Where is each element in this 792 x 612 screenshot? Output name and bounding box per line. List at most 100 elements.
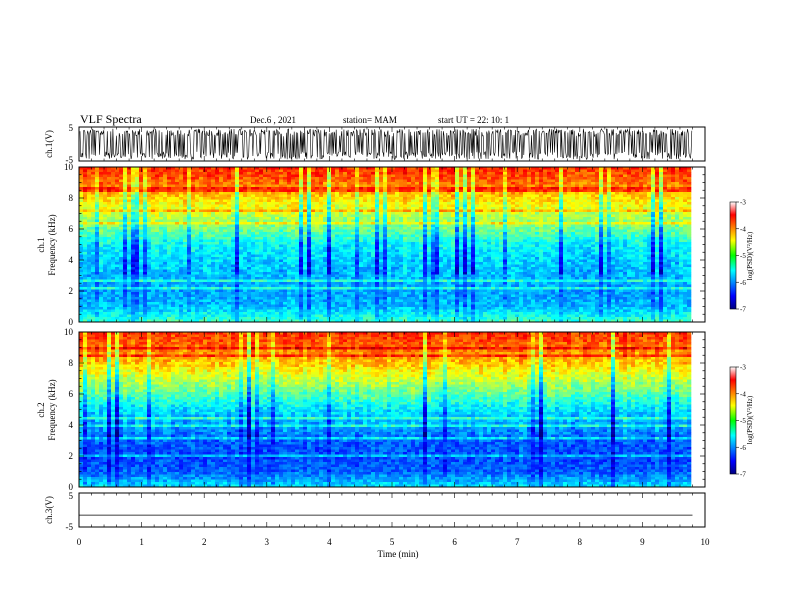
- spectrogram-cell: [551, 202, 556, 205]
- spectrogram-cell: [663, 197, 668, 200]
- spectrogram-cell: [367, 234, 372, 238]
- spectrogram-cell: [187, 182, 192, 185]
- spectrogram-cell: [603, 209, 608, 213]
- spectrogram-cell: [219, 232, 224, 235]
- spectrogram-cell: [427, 207, 432, 210]
- spectrogram-cell: [475, 197, 480, 200]
- spectrogram-cell: [391, 167, 396, 170]
- spectrogram-cell: [603, 212, 608, 215]
- spectrogram-cell: [483, 227, 488, 230]
- spectrogram-cell: [171, 207, 176, 210]
- spectrogram-cell: [611, 204, 616, 208]
- spectrogram-cell: [511, 194, 516, 198]
- spectrogram-cell: [143, 209, 148, 213]
- spectrogram-cell: [83, 207, 88, 210]
- spectrogram-cell: [323, 237, 328, 240]
- spectrogram-cell: [411, 227, 416, 230]
- spectrogram-cell: [239, 242, 244, 245]
- spectrogram-cell: [315, 207, 320, 210]
- spectrogram-cell: [591, 219, 596, 223]
- spectrogram-cell: [347, 219, 352, 223]
- spectrogram-cell: [439, 202, 444, 205]
- spectrogram-cell: [487, 207, 492, 210]
- spectrogram-cell: [623, 174, 628, 178]
- spectrogram-cell: [671, 177, 676, 180]
- spectrogram-cell: [651, 212, 656, 215]
- spectrogram-cell: [675, 237, 680, 240]
- spectrogram-cell: [463, 242, 468, 245]
- spectrogram-cell: [651, 227, 656, 230]
- spectrogram-cell: [431, 204, 436, 208]
- spectrogram-cell: [247, 182, 252, 185]
- spectrogram-cell: [635, 174, 640, 178]
- spectrogram-cell: [627, 222, 632, 225]
- spectrogram-cell: [455, 229, 460, 233]
- spectrogram-cell: [111, 167, 116, 170]
- spectrogram-cell: [515, 194, 520, 198]
- spectrogram-cell: [123, 169, 128, 173]
- spectrogram-cell: [215, 234, 220, 238]
- spectrogram-cell: [659, 204, 664, 208]
- spectrogram-cell: [275, 244, 280, 248]
- spectrogram-cell: [415, 247, 420, 250]
- spectrogram-cell: [211, 199, 216, 203]
- spectrogram-cell: [171, 202, 176, 205]
- spectrogram-cell: [179, 214, 184, 218]
- spectrogram-cell: [211, 244, 216, 248]
- spectrogram-cell: [523, 187, 528, 190]
- spectrogram-cell: [259, 232, 264, 235]
- spectrogram-cell: [107, 197, 112, 200]
- spectrogram-cell: [603, 189, 608, 193]
- spectrogram-cell: [203, 232, 208, 235]
- spectrogram-cell: [559, 212, 564, 215]
- spectrogram-cell: [607, 244, 612, 248]
- spectrogram-cell: [259, 202, 264, 205]
- spectrogram-cell: [599, 202, 604, 205]
- spectrogram-cell: [471, 229, 476, 233]
- spectrogram-cell: [511, 217, 516, 220]
- spectrogram-cell: [543, 244, 548, 248]
- spectrogram-cell: [99, 229, 104, 233]
- spectrogram-cell: [203, 199, 208, 203]
- spectrogram-cell: [407, 209, 412, 213]
- spectrogram-cell: [363, 234, 368, 238]
- spectrogram-cell: [583, 204, 588, 208]
- spectrogram-cell: [559, 189, 564, 193]
- spectrogram-cell: [527, 217, 532, 220]
- spectrogram-cell: [91, 232, 96, 235]
- spectrogram-cell: [271, 197, 276, 200]
- spectrogram-cell: [679, 207, 684, 210]
- spectrogram-cell: [235, 202, 240, 205]
- spectrogram-cell: [239, 227, 244, 230]
- spectrogram-cell: [115, 187, 120, 190]
- spectrogram-cell: [123, 214, 128, 218]
- spectrogram-cell: [191, 214, 196, 218]
- spectrogram-cell: [151, 189, 156, 193]
- spectrogram-cell: [375, 247, 380, 250]
- spectrogram-cell: [411, 219, 416, 223]
- spectrogram-cell: [219, 192, 224, 195]
- spectrogram-cell: [407, 239, 412, 243]
- spectrogram-cell: [407, 222, 412, 225]
- spectrogram-cell: [335, 189, 340, 193]
- spectrogram-cell: [259, 184, 264, 188]
- spectrogram-cell: [127, 219, 132, 223]
- spectrogram-cell: [511, 197, 516, 200]
- spectrogram-cell: [411, 214, 416, 218]
- spectrogram-cell: [167, 209, 172, 213]
- spectrogram-cell: [207, 217, 212, 220]
- spectrogram-cell: [599, 172, 604, 175]
- spectrogram-cell: [127, 192, 132, 195]
- spectrogram-cell: [131, 177, 136, 180]
- spectrogram-cell: [623, 222, 628, 225]
- spectrogram-cell: [599, 192, 604, 195]
- spectrogram-cell: [423, 247, 428, 250]
- spectrogram-cell: [567, 179, 572, 183]
- spectrogram-cell: [443, 204, 448, 208]
- spectrogram-cell: [183, 197, 188, 200]
- spectrogram-cell: [639, 242, 644, 245]
- spectrogram-cell: [155, 239, 160, 243]
- spectrogram-cell: [159, 247, 164, 250]
- spectrogram-cell: [479, 174, 484, 178]
- spectrogram-cell: [247, 197, 252, 200]
